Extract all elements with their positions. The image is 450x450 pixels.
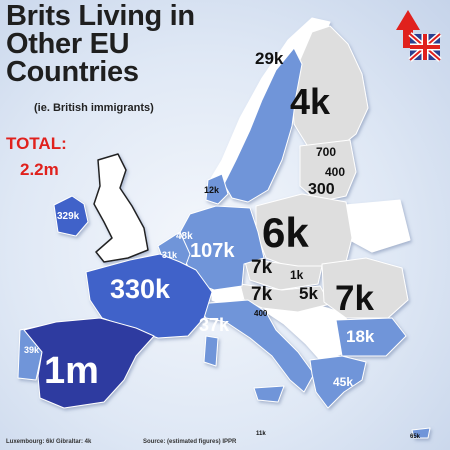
sicily-region [253, 385, 285, 403]
czech-slovakia-region [243, 257, 323, 291]
spain-region [23, 317, 155, 409]
map-title: Brits Living in Other EU Countries [6, 0, 256, 88]
title-line-2: Other EU [6, 28, 130, 60]
label-germany: 107k [190, 240, 235, 262]
label-estonia: 700 [316, 145, 337, 159]
label-italy: 37k [199, 315, 230, 335]
label-slovenia: 400 [254, 309, 268, 318]
label-cyprus: 65k [410, 434, 421, 440]
label-sweden: 29k [255, 49, 284, 68]
uk-region [93, 153, 149, 263]
total-block: TOTAL: 2.2m [6, 134, 67, 180]
label-hungary: 5k [299, 284, 318, 303]
label-spain: 1m [44, 350, 99, 392]
total-label: TOTAL: [6, 134, 67, 153]
map-subtitle: (ie. British immigrants) [34, 102, 154, 114]
footer-note: Luxembourg: 6k/ Gibraltar: 4k [6, 439, 92, 445]
baltic-region [299, 139, 357, 203]
title-line-3: Countries [6, 56, 139, 88]
label-belgium: 31k [162, 250, 178, 260]
label-denmark: 12k [204, 185, 220, 195]
label-bulgaria: 18k [346, 327, 375, 346]
belarus-region [344, 199, 411, 253]
label-france: 330k [110, 274, 171, 304]
label-austria: 7k [251, 284, 273, 305]
label-greece: 45k [333, 375, 354, 389]
label-malta: 11k [256, 431, 266, 437]
label-netherlands: 48k [176, 231, 193, 242]
cyprus-region [411, 427, 431, 439]
italy-region [195, 299, 315, 393]
label-poland: 6k [262, 209, 309, 256]
romania-region [321, 257, 409, 319]
sardinia-region [203, 335, 219, 367]
bulgaria-region [335, 317, 407, 357]
label-slovakia: 1k [290, 268, 304, 282]
denmark-region [205, 173, 229, 205]
label-portugal: 39k [24, 345, 40, 355]
label-romania: 7k [335, 279, 374, 318]
greece-region [309, 355, 367, 409]
label-czech: 7k [251, 257, 273, 278]
label-finland: 4k [290, 81, 331, 122]
sweden-region [223, 47, 303, 203]
label-lithuania: 300 [308, 181, 335, 198]
france-region [85, 253, 213, 339]
logo-icon [396, 10, 442, 62]
title-line-1: Brits Living in [6, 0, 195, 32]
label-ireland: 329k [57, 211, 80, 222]
label-latvia: 400 [325, 165, 346, 179]
total-value: 2.2m [20, 160, 59, 179]
ireland-region [53, 195, 89, 237]
footer-source: Source: (estimated figures) IPPR [143, 439, 237, 445]
